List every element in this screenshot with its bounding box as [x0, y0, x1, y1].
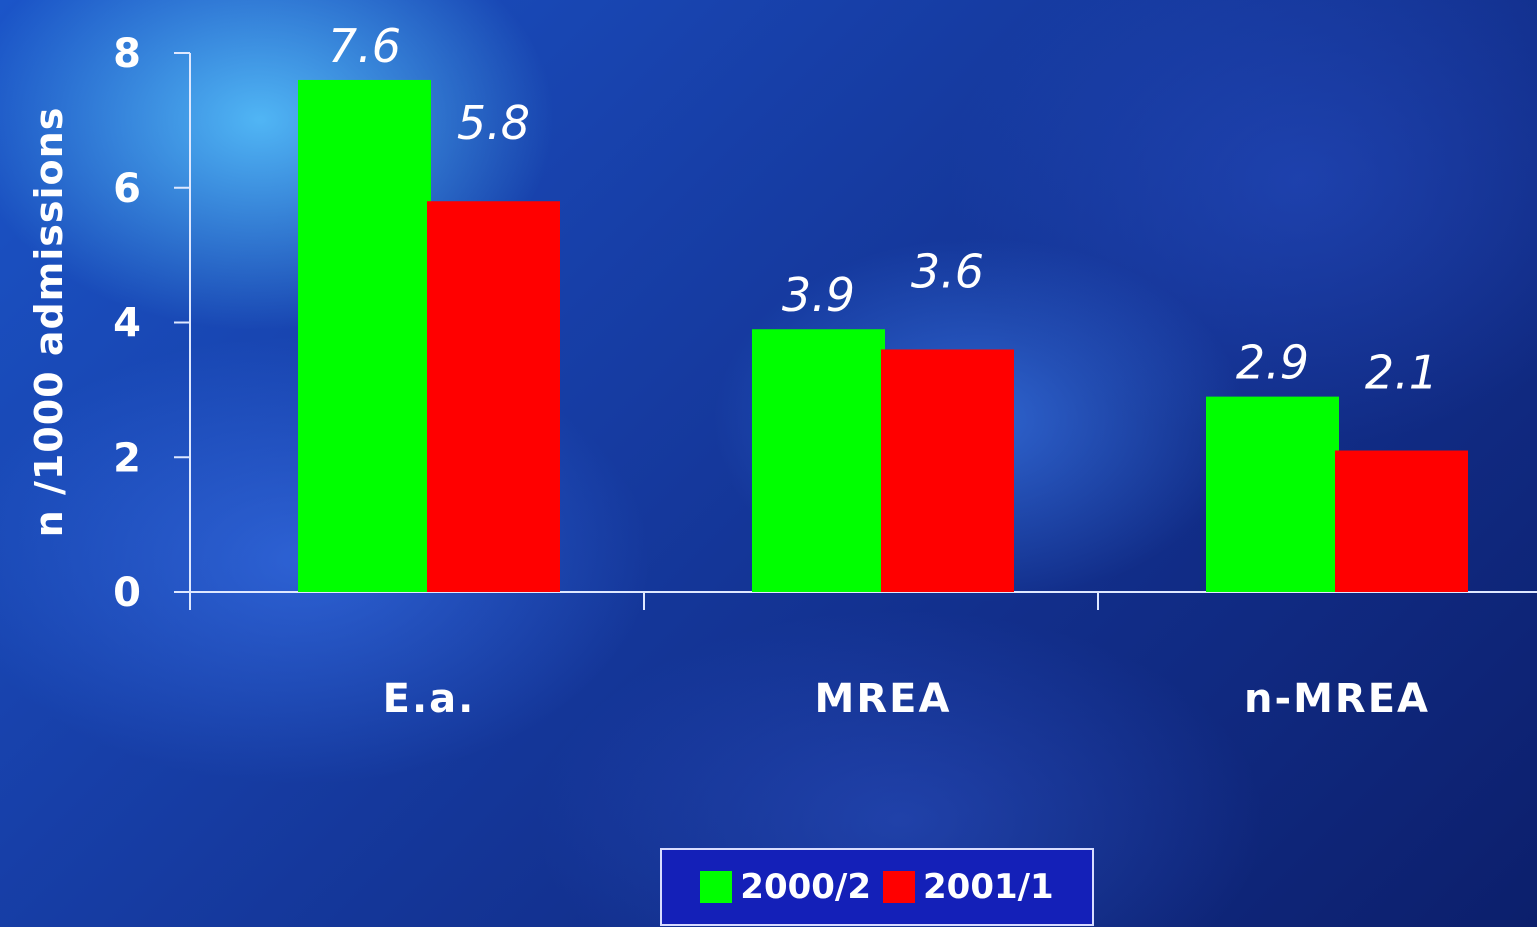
y-tick-label: 4 [113, 301, 141, 347]
legend-swatch-red [883, 871, 915, 903]
data-label: 3.6 [911, 244, 984, 298]
legend-swatch-green [700, 871, 733, 903]
y-tick-label: 0 [113, 570, 141, 616]
legend-item-2001-1: 2001/1 [883, 867, 1054, 907]
x-category-label: n-MREA [1244, 676, 1430, 722]
y-axis-title: n /1000 admissions [27, 107, 71, 538]
bars [298, 79, 1468, 592]
category-labels: E.a. MREA n-MREA [383, 676, 1430, 722]
y-tick-label: 2 [113, 435, 141, 481]
data-label: 7.6 [328, 19, 401, 73]
y-tick-label: 8 [113, 31, 141, 77]
x-category-label: MREA [815, 676, 952, 722]
bar-2000-2-nmrea [1206, 396, 1339, 592]
legend-item-2000-2: 2000/2 [700, 867, 871, 907]
bar-2001-1-ea [427, 201, 560, 592]
data-labels: 7.6 5.8 3.9 3.6 2.9 2.1 [328, 19, 1438, 400]
bar-2001-1-nmrea [1335, 450, 1468, 592]
bar-2000-2-mrea [752, 329, 885, 592]
legend-label: 2000/2 [740, 867, 871, 907]
x-axis [174, 591, 1537, 610]
legend-label: 2001/1 [923, 867, 1054, 907]
x-category-label: E.a. [383, 676, 476, 722]
bar-2000-2-ea [298, 79, 431, 592]
y-tick-label: 6 [113, 166, 141, 212]
y-axis: 0 2 4 6 8 [113, 31, 191, 616]
data-label: 2.9 [1236, 336, 1309, 390]
data-label: 3.9 [782, 268, 855, 322]
bar-2001-1-mrea [881, 349, 1014, 592]
data-label: 5.8 [457, 96, 530, 150]
legend: 2000/2 2001/1 [660, 848, 1094, 926]
data-label: 2.1 [1365, 346, 1438, 400]
